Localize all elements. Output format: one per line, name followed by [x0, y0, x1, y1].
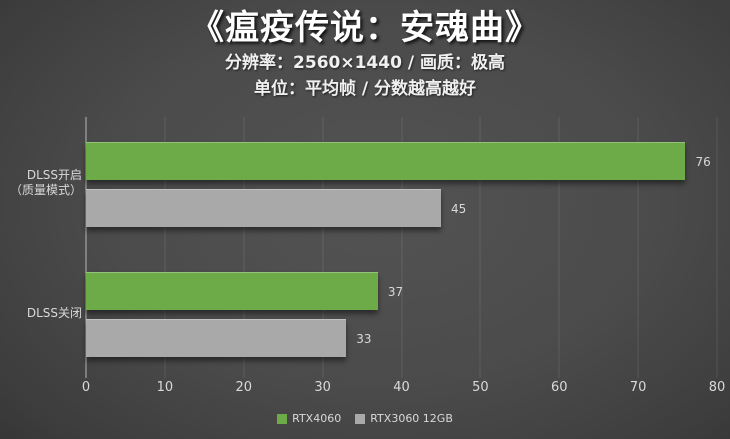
- legend-label-rtx3060: RTX3060 12GB: [370, 412, 453, 425]
- chart-title: 《瘟疫传说：安魂曲》: [190, 8, 540, 48]
- value-label-rtx4060-dlss-on: 76: [695, 154, 711, 169]
- value-label-rtx3060-dlss-off: 33: [356, 331, 372, 346]
- x-tick-label: 70: [629, 380, 647, 395]
- legend-item-rtx4060: RTX4060: [277, 412, 341, 425]
- bar-rtx4060-dlss-off: 37: [86, 272, 403, 310]
- chart-subtitle-unit: 单位：平均帧 / 分数越高越好: [253, 79, 477, 99]
- x-tick-label: 30: [314, 380, 331, 395]
- gridline: [637, 117, 639, 378]
- gridline: [558, 117, 560, 378]
- bar-rtx4060-dlss-on: 76: [86, 142, 711, 180]
- gridline: [164, 117, 166, 378]
- x-tick-label: 50: [472, 380, 489, 395]
- x-tick-label: 80: [708, 380, 726, 395]
- legend-label-rtx4060: RTX4060: [292, 412, 342, 425]
- value-label-rtx3060-dlss-on: 45: [450, 201, 467, 216]
- category-label-dlss-off: DLSS关闭: [26, 306, 82, 320]
- x-tick-label: 20: [235, 380, 253, 395]
- x-tick-label: 40: [393, 380, 410, 395]
- gridline: [243, 117, 245, 378]
- chart-subtitle-resolution: 分辨率：2560×1440 / 画质：极高: [225, 53, 505, 73]
- category-label-dlss-on: DLSS开启 （质量模式）: [9, 168, 82, 197]
- chart-header: 《瘟疫传说：安魂曲》 分辨率：2560×1440 / 画质：极高 单位：平均帧 …: [0, 6, 730, 102]
- legend-swatch-rtx4060-icon: [277, 413, 288, 424]
- gridline: [401, 117, 402, 378]
- legend-item-rtx3060: RTX3060 12GB: [355, 412, 453, 425]
- gridline: [479, 117, 481, 378]
- legend: RTX4060 RTX3060 12GB: [0, 412, 730, 425]
- x-tick-label: 0: [81, 380, 91, 395]
- gridline: [322, 117, 324, 378]
- x-tick-label: 60: [550, 380, 568, 395]
- bar-rtx3060-dlss-off: 33: [86, 319, 372, 357]
- x-tick-label: 10: [156, 380, 174, 395]
- value-label-rtx4060-dlss-off: 37: [387, 284, 404, 299]
- x-axis: 0 10 20 30 40 50 60 70 80: [82, 380, 725, 396]
- bar-rtx3060-dlss-on: 45: [86, 189, 466, 227]
- plot-area: 76 45 37 33: [85, 117, 718, 378]
- gridline: [716, 117, 718, 378]
- legend-swatch-rtx3060-icon: [355, 413, 366, 424]
- y-axis-line: [85, 117, 87, 378]
